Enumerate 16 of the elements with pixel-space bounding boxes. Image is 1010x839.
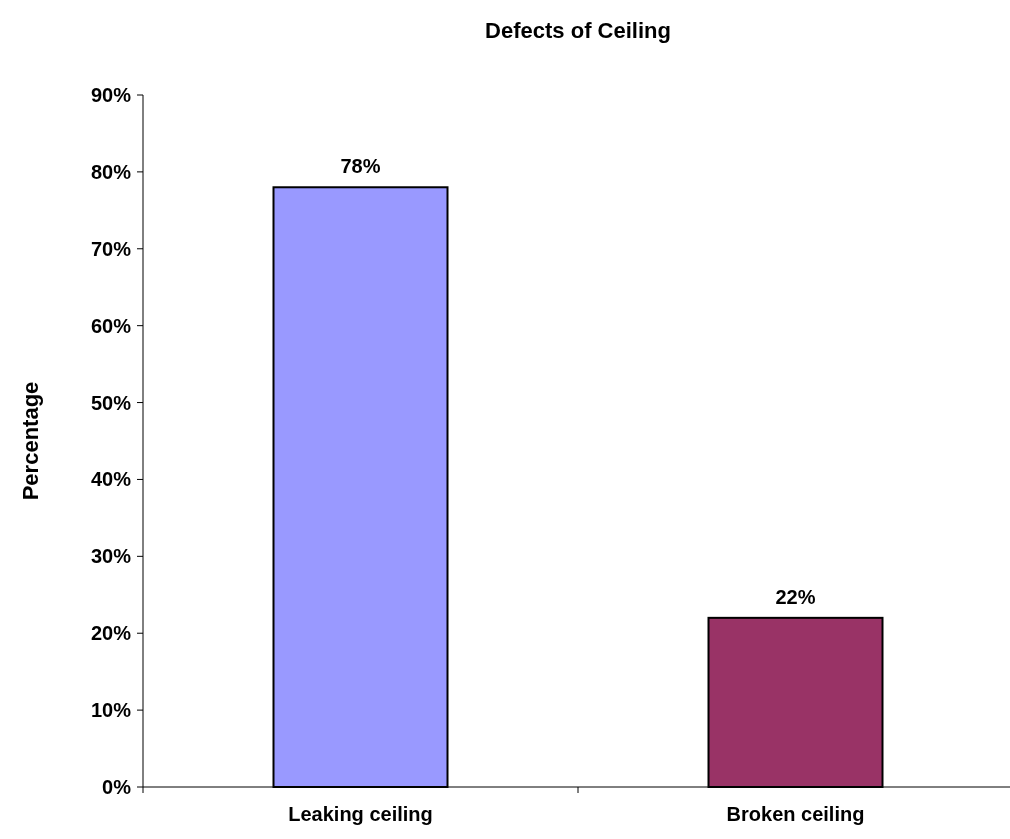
chart-title: Defects of Ceiling	[485, 18, 671, 43]
y-tick-label: 40%	[90, 468, 132, 491]
y-tick-label: 80%	[90, 160, 132, 183]
y-tick-label: 60%	[90, 314, 132, 337]
y-tick-label: 70%	[90, 237, 132, 260]
y-tick-label: 10%	[90, 699, 132, 722]
x-tick-label: Broken ceiling	[726, 803, 865, 825]
y-tick-label: 20%	[90, 622, 132, 645]
y-axis-title: Percentage	[18, 381, 43, 501]
x-tick-label: Leaking ceiling	[288, 803, 433, 825]
y-tick-label: 50%	[90, 391, 132, 414]
data-label: 78%	[340, 155, 381, 178]
data-label: 22%	[775, 585, 816, 608]
y-tick-label: 90%	[90, 84, 132, 106]
y-tick-label: 0%	[102, 776, 132, 798]
y-tick-label: 30%	[90, 545, 132, 568]
